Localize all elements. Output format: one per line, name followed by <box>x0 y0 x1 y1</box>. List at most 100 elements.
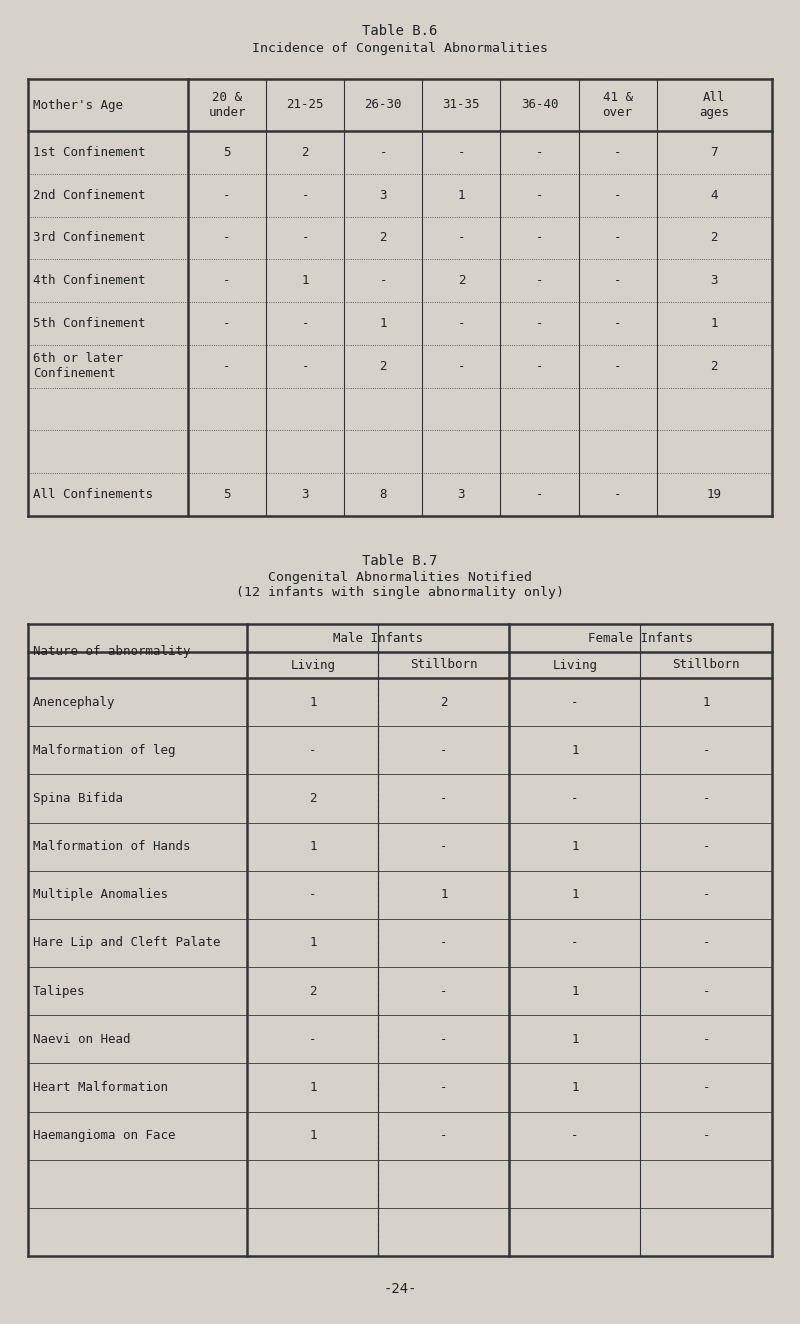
Text: 5th Confinement: 5th Confinement <box>33 316 146 330</box>
Text: -: - <box>310 888 317 902</box>
Text: 41 &
over: 41 & over <box>602 91 633 119</box>
Text: -: - <box>458 146 465 159</box>
Text: 1: 1 <box>310 936 317 949</box>
Text: Nature of abnormality: Nature of abnormality <box>33 645 190 658</box>
Text: -: - <box>614 274 622 287</box>
Text: 1: 1 <box>310 695 317 708</box>
Text: -: - <box>536 489 543 500</box>
Text: 1: 1 <box>702 695 710 708</box>
Text: -: - <box>614 489 622 500</box>
Text: -: - <box>440 985 448 997</box>
Text: -: - <box>536 274 543 287</box>
Bar <box>28 79 772 516</box>
Text: -: - <box>536 360 543 373</box>
Text: -: - <box>440 744 448 757</box>
Text: 1: 1 <box>571 1080 578 1094</box>
Text: -: - <box>379 274 387 287</box>
Text: 4: 4 <box>710 188 718 201</box>
Text: 1: 1 <box>710 316 718 330</box>
Text: Anencephaly: Anencephaly <box>33 695 115 708</box>
Text: 1: 1 <box>310 1129 317 1143</box>
Text: (12 infants with single abnormality only): (12 infants with single abnormality only… <box>236 587 564 598</box>
Text: Heart Malformation: Heart Malformation <box>33 1080 168 1094</box>
Text: Multiple Anomalies: Multiple Anomalies <box>33 888 168 902</box>
Text: -: - <box>302 232 309 245</box>
Text: 8: 8 <box>379 489 387 500</box>
Text: -: - <box>458 316 465 330</box>
Text: 2: 2 <box>710 232 718 245</box>
Text: 1: 1 <box>571 841 578 853</box>
Text: 21-25: 21-25 <box>286 98 324 111</box>
Text: -: - <box>571 936 578 949</box>
Text: 5: 5 <box>223 146 230 159</box>
Text: -: - <box>440 1129 448 1143</box>
Text: Table B.6: Table B.6 <box>362 24 438 38</box>
Text: -: - <box>536 188 543 201</box>
Text: 31-35: 31-35 <box>442 98 480 111</box>
Text: Spina Bifida: Spina Bifida <box>33 792 123 805</box>
Text: -: - <box>223 232 230 245</box>
Text: 1: 1 <box>571 985 578 997</box>
Text: 2: 2 <box>440 695 448 708</box>
Text: 2: 2 <box>310 985 317 997</box>
Text: 1: 1 <box>571 1033 578 1046</box>
Text: -: - <box>571 792 578 805</box>
Text: -: - <box>702 1129 710 1143</box>
Text: -: - <box>310 744 317 757</box>
Text: 3: 3 <box>710 274 718 287</box>
Text: 2: 2 <box>379 360 387 373</box>
Text: -: - <box>702 744 710 757</box>
Text: 1: 1 <box>310 841 317 853</box>
Text: Hare Lip and Cleft Palate: Hare Lip and Cleft Palate <box>33 936 221 949</box>
Text: 4th Confinement: 4th Confinement <box>33 274 146 287</box>
Text: -: - <box>614 146 622 159</box>
Text: 36-40: 36-40 <box>521 98 558 111</box>
Text: -: - <box>440 792 448 805</box>
Text: 6th or later
Confinement: 6th or later Confinement <box>33 352 123 380</box>
Text: 1st Confinement: 1st Confinement <box>33 146 146 159</box>
Text: -: - <box>458 360 465 373</box>
Text: 2: 2 <box>310 792 317 805</box>
Text: 1: 1 <box>571 744 578 757</box>
Text: Haemangioma on Face: Haemangioma on Face <box>33 1129 175 1143</box>
Text: 3rd Confinement: 3rd Confinement <box>33 232 146 245</box>
Text: -24-: -24- <box>383 1282 417 1296</box>
Text: Incidence of Congenital Abnormalities: Incidence of Congenital Abnormalities <box>252 42 548 56</box>
Text: -: - <box>536 146 543 159</box>
Text: -: - <box>702 936 710 949</box>
Text: 1: 1 <box>379 316 387 330</box>
Text: 1: 1 <box>458 188 465 201</box>
Text: -: - <box>458 232 465 245</box>
Text: -: - <box>223 274 230 287</box>
Text: -: - <box>702 792 710 805</box>
Text: 2: 2 <box>379 232 387 245</box>
Text: -: - <box>310 1033 317 1046</box>
Text: 3: 3 <box>458 489 465 500</box>
Text: -: - <box>571 1129 578 1143</box>
Text: 5: 5 <box>223 489 230 500</box>
Text: Table B.7: Table B.7 <box>362 553 438 568</box>
Text: -: - <box>614 316 622 330</box>
Text: 1: 1 <box>310 1080 317 1094</box>
Text: -: - <box>536 232 543 245</box>
Text: All
ages: All ages <box>699 91 730 119</box>
Text: 2: 2 <box>458 274 465 287</box>
Text: 3: 3 <box>379 188 387 201</box>
Text: Malformation of Hands: Malformation of Hands <box>33 841 190 853</box>
Text: -: - <box>614 188 622 201</box>
Text: -: - <box>702 888 710 902</box>
Text: 26-30: 26-30 <box>365 98 402 111</box>
Text: -: - <box>702 1033 710 1046</box>
Text: -: - <box>223 360 230 373</box>
Text: -: - <box>702 985 710 997</box>
Text: -: - <box>614 232 622 245</box>
Text: Mother's Age: Mother's Age <box>33 98 123 111</box>
Text: 19: 19 <box>707 489 722 500</box>
Text: -: - <box>440 936 448 949</box>
Text: 7: 7 <box>710 146 718 159</box>
Text: Living: Living <box>290 658 335 671</box>
Text: -: - <box>302 188 309 201</box>
Text: 1: 1 <box>440 888 448 902</box>
Text: 20 &
under: 20 & under <box>208 91 246 119</box>
Text: -: - <box>536 316 543 330</box>
